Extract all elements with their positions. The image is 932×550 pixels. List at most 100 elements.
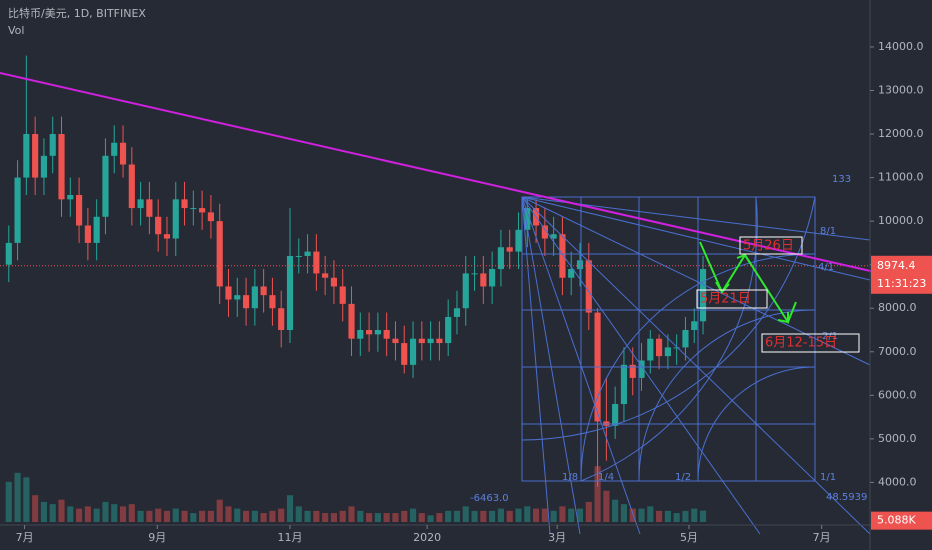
candle-body bbox=[67, 195, 74, 200]
candle-body bbox=[225, 286, 232, 300]
candle-body bbox=[656, 338, 663, 357]
volume-bar bbox=[656, 510, 663, 522]
volume-bar bbox=[146, 510, 153, 522]
gann-label: 48.5939 bbox=[826, 492, 867, 503]
volume-bar bbox=[682, 510, 689, 522]
volume-tag bbox=[871, 511, 932, 530]
x-tick-label: 3月 bbox=[548, 531, 566, 544]
candle-body bbox=[629, 364, 636, 378]
volume-bar bbox=[216, 499, 223, 522]
date-label: 5月21日 bbox=[700, 292, 751, 307]
candle-body bbox=[199, 208, 206, 213]
volume-bar bbox=[392, 513, 399, 522]
label-box bbox=[739, 236, 803, 255]
candle-body bbox=[207, 212, 214, 222]
gann-label: 2/1 bbox=[822, 331, 838, 342]
candle-body bbox=[524, 208, 531, 230]
candle-body bbox=[234, 295, 241, 300]
volume-bar bbox=[550, 510, 557, 522]
candle-body bbox=[471, 273, 478, 275]
candle-body bbox=[181, 199, 188, 209]
candle-body bbox=[559, 234, 566, 278]
candle-body bbox=[357, 329, 364, 339]
volume-bar bbox=[207, 510, 214, 522]
volume-bar bbox=[23, 477, 30, 522]
y-tick-label: 13000.0 bbox=[878, 83, 924, 96]
volume-bar bbox=[181, 510, 188, 522]
y-tick-label: 12000.0 bbox=[878, 127, 924, 140]
candle-body bbox=[216, 221, 223, 287]
candle-body bbox=[620, 364, 628, 405]
date-label: 6月12-15日 bbox=[765, 336, 837, 351]
candle-body bbox=[155, 216, 162, 235]
y-tick-label: 10000.0 bbox=[878, 214, 924, 227]
volume-bar bbox=[49, 504, 56, 522]
candle-body bbox=[304, 251, 311, 256]
candle-body bbox=[339, 286, 346, 304]
volume-bar bbox=[576, 508, 584, 522]
volume-bar bbox=[155, 508, 162, 522]
volume-bar bbox=[269, 510, 276, 522]
volume-bar bbox=[603, 490, 610, 522]
volume-bar bbox=[524, 506, 531, 522]
volume-bar bbox=[418, 513, 425, 522]
last-price: 8974.4 bbox=[877, 259, 916, 272]
x-tick-label: 7月 bbox=[813, 531, 831, 544]
x-tick-label: 11月 bbox=[278, 531, 303, 544]
volume-bar bbox=[313, 510, 320, 522]
y-tick-label: 8000.0 bbox=[878, 301, 917, 314]
volume-bar bbox=[286, 495, 294, 522]
volume-bar bbox=[251, 510, 258, 522]
candle-body bbox=[251, 286, 258, 309]
volume-bar bbox=[5, 481, 12, 522]
volume-bar bbox=[163, 510, 171, 522]
trend-line bbox=[0, 72, 932, 286]
label-box bbox=[761, 333, 860, 353]
candle-body bbox=[322, 273, 329, 278]
volume-bar bbox=[111, 504, 118, 522]
volume-bar bbox=[594, 466, 601, 522]
volume-bar bbox=[506, 510, 513, 522]
gann-label: 4/1 bbox=[818, 262, 834, 273]
volume-bar bbox=[664, 510, 671, 522]
last-volume: 5.088K bbox=[877, 514, 916, 527]
candle-body bbox=[111, 142, 118, 156]
volume-bar bbox=[348, 506, 355, 522]
volume-bar bbox=[471, 510, 478, 522]
volume-bar bbox=[119, 506, 127, 522]
candle-body bbox=[374, 329, 381, 335]
candle-body bbox=[278, 308, 285, 330]
volume-bar bbox=[699, 510, 707, 522]
volume-bar bbox=[339, 510, 346, 522]
candle-body bbox=[418, 338, 425, 344]
candle-body bbox=[612, 404, 619, 426]
volume-bar bbox=[480, 510, 487, 522]
candle-body bbox=[409, 338, 417, 365]
volume-bar bbox=[374, 513, 381, 522]
volume-bar bbox=[638, 508, 645, 522]
volume-bar bbox=[278, 508, 285, 522]
volume-bar bbox=[559, 506, 566, 522]
volume-bar bbox=[445, 510, 452, 522]
plot bbox=[0, 55, 870, 522]
y-tick-label: 11000.0 bbox=[878, 171, 924, 184]
volume-bar bbox=[673, 513, 680, 522]
candle-body bbox=[366, 329, 373, 335]
volume-bar bbox=[330, 513, 338, 522]
candle-body bbox=[453, 308, 461, 317]
candle-body bbox=[190, 208, 197, 210]
gann-label: 1/1 bbox=[820, 472, 836, 483]
symbol-title: 比特币/美元, 1D, BITFINEX bbox=[8, 6, 146, 20]
volume-bar bbox=[515, 508, 522, 522]
volume-bar bbox=[612, 499, 619, 522]
volume-bar bbox=[401, 510, 408, 522]
arrow-head bbox=[736, 253, 751, 264]
candle-body bbox=[480, 273, 487, 287]
candle-body bbox=[664, 347, 671, 357]
x-tick-label: 9月 bbox=[148, 531, 166, 544]
gann-label: 1/8 bbox=[562, 472, 578, 483]
candle-body bbox=[401, 343, 408, 365]
volume-bar bbox=[14, 472, 21, 522]
candle-body bbox=[14, 177, 21, 243]
